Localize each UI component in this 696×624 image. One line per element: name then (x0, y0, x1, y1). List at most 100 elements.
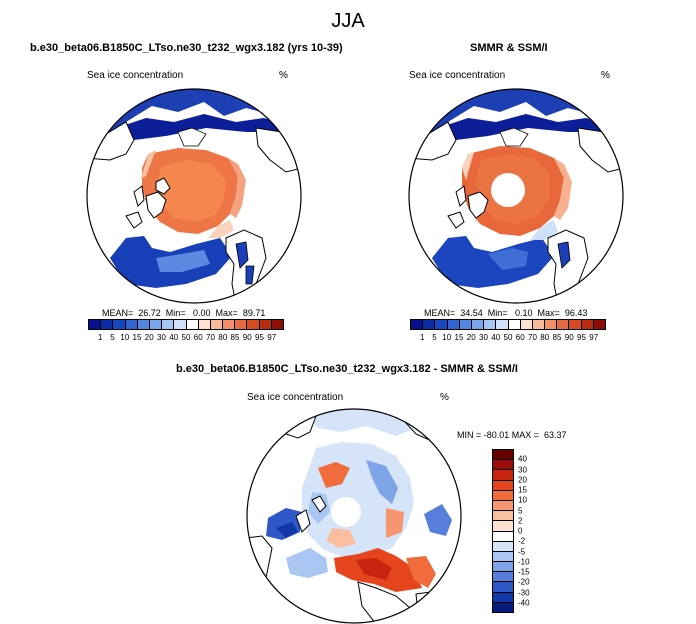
colorbar-label: 90 (564, 333, 574, 342)
colorbar-swatch (124, 320, 137, 329)
colorbar-swatch (493, 450, 513, 460)
colorbar-swatch (493, 540, 513, 551)
colorbar-swatch (493, 561, 513, 572)
colorbar-swatch (493, 510, 513, 521)
colorbar-label: 15 (132, 333, 142, 342)
colorbar-swatch (493, 591, 513, 602)
colorbar-swatch (446, 320, 459, 329)
colorbar-label: -30 (518, 588, 530, 597)
obs-variable-label: Sea ice concentration (409, 70, 506, 81)
colorbar-swatch (422, 320, 435, 329)
model-polar-map (86, 88, 302, 304)
colorbar-swatch (270, 320, 283, 329)
colorbar-label: 40 (518, 454, 527, 464)
colorbar-label: 1 (98, 333, 103, 342)
colorbar-label: 0 (518, 526, 523, 536)
colorbar-label: -20 (518, 577, 530, 587)
colorbar-label: 80 (540, 333, 550, 342)
colorbar-label: -2 (518, 536, 526, 546)
colorbar-swatch (493, 459, 513, 470)
colorbar-label: 30 (518, 465, 527, 474)
model-units-label: % (279, 70, 288, 81)
colorbar-label: 70 (528, 333, 537, 342)
colorbar-swatch (434, 320, 447, 329)
colorbar-label: 97 (267, 333, 277, 342)
diff-colorbar-labels: 40 30 20 15 10 5 2 0 -2 -5 -10 -15 -20 -30 -40 (518, 449, 548, 613)
colorbar-label: 85 (552, 333, 562, 342)
colorbar-swatch (234, 320, 247, 329)
colorbar-label: 2 (518, 516, 523, 526)
colorbar-swatch (173, 320, 186, 329)
colorbar-swatch (495, 320, 508, 329)
model-panel-title: b.e30_beta06.B1850C_LTso.ne30_t232_wgx3.… (30, 42, 343, 54)
diff-colorbar (492, 449, 514, 613)
colorbar-swatch (197, 320, 210, 329)
colorbar-swatch (222, 320, 235, 329)
colorbar-label: -5 (518, 547, 526, 556)
model-stats: MEAN= 26.72 Min= 0.00 Max= 89.71 (102, 308, 266, 318)
colorbar-swatch (493, 489, 513, 500)
colorbar-swatch (483, 320, 496, 329)
colorbar-swatch (568, 320, 581, 329)
colorbar-swatch (161, 320, 174, 329)
colorbar-swatch (493, 550, 513, 562)
obs-polar-map (408, 88, 624, 304)
colorbar-swatch (246, 320, 259, 329)
colorbar-label: 70 (206, 333, 215, 342)
obs-colorbar-labels: 1 5 10 15 20 30 40 50 60 70 80 85 90 95 97 (410, 333, 606, 343)
colorbar-label: 15 (454, 333, 464, 342)
colorbar-label: 20 (466, 333, 476, 342)
colorbar-swatch (592, 320, 605, 329)
colorbar-label: 40 (491, 333, 501, 342)
colorbar-swatch (556, 320, 569, 329)
colorbar-swatch (258, 320, 271, 329)
diff-units-label: % (440, 392, 449, 403)
colorbar-label: 30 (479, 333, 488, 342)
colorbar-label: 50 (181, 333, 191, 342)
colorbar-label: 95 (577, 333, 586, 342)
colorbar-swatch (493, 469, 513, 480)
colorbar-swatch (493, 479, 513, 490)
diff-variable-label: Sea ice concentration (247, 392, 344, 403)
colorbar-label: 30 (157, 333, 166, 342)
colorbar-swatch (507, 320, 520, 329)
colorbar-label: 90 (242, 333, 252, 342)
colorbar-label: 5 (432, 333, 437, 342)
colorbar-swatch (458, 320, 471, 329)
colorbar-swatch (411, 320, 423, 329)
colorbar-label: -40 (518, 598, 530, 608)
colorbar-swatch (493, 499, 513, 511)
colorbar-swatch (148, 320, 162, 329)
colorbar-label: 95 (255, 333, 264, 342)
colorbar-swatch (493, 571, 513, 582)
diff-stats: MIN = -80.01 MAX = 63.37 (457, 430, 567, 440)
colorbar-swatch (112, 320, 125, 329)
colorbar-swatch (493, 530, 513, 541)
model-colorbar-labels: 1 5 10 15 20 30 40 50 60 70 80 85 90 95 97 (88, 333, 284, 343)
colorbar-swatch (136, 320, 149, 329)
colorbar-swatch (531, 320, 545, 329)
colorbar-swatch (544, 320, 557, 329)
colorbar-swatch (493, 520, 513, 531)
colorbar-label: 15 (518, 485, 527, 495)
colorbar-swatch (580, 320, 593, 329)
colorbar-label: 20 (518, 475, 527, 485)
diff-polar-map (246, 408, 462, 624)
colorbar-label: 20 (144, 333, 154, 342)
colorbar-label: 80 (218, 333, 228, 342)
colorbar-swatch (493, 601, 513, 612)
colorbar-label: 60 (515, 333, 525, 342)
colorbar-label: 5 (518, 506, 523, 515)
colorbar-label: 10 (120, 333, 130, 342)
page-title: JJA (331, 10, 365, 32)
colorbar-label: 10 (518, 495, 527, 505)
colorbar-label: -15 (518, 567, 530, 577)
colorbar-swatch (209, 320, 223, 329)
obs-units-label: % (601, 70, 610, 81)
colorbar-swatch (185, 320, 198, 329)
colorbar-label: 40 (169, 333, 179, 342)
colorbar-label: 85 (230, 333, 240, 342)
model-colorbar (88, 319, 284, 330)
obs-stats: MEAN= 34.54 Min= 0.10 Max= 96.43 (424, 308, 588, 318)
colorbar-label: 60 (193, 333, 203, 342)
